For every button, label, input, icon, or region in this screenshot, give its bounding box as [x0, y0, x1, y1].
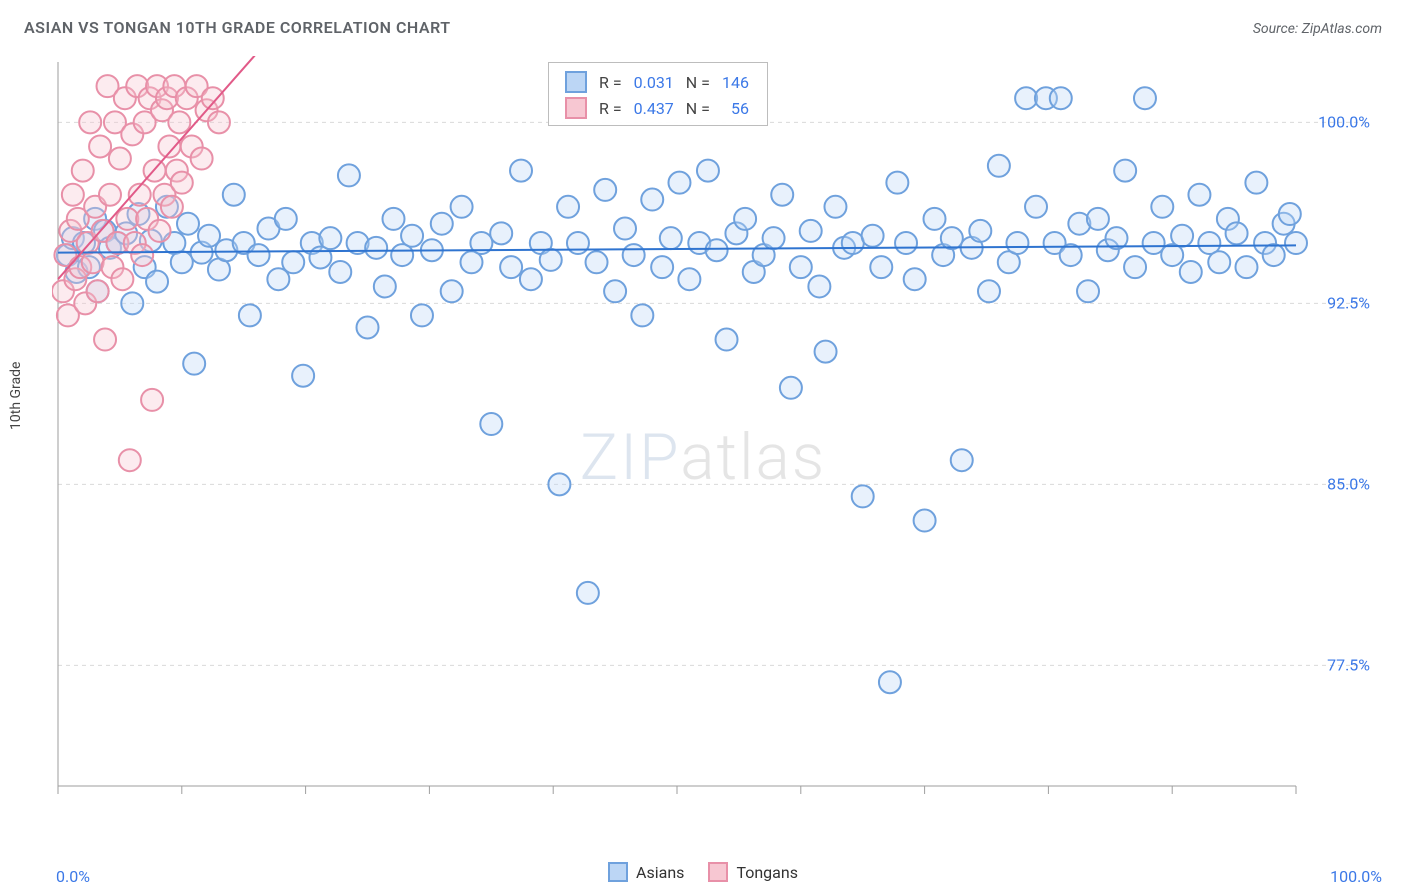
correlation-legend: R =0.031N =146R =0.437N =56	[548, 62, 768, 126]
legend-cell: 0.031	[628, 69, 680, 95]
svg-text:92.5%: 92.5%	[1327, 293, 1370, 312]
legend-swatch	[565, 71, 587, 93]
legend-cell: N =	[680, 69, 716, 95]
series-legend-item: Asians	[608, 862, 684, 882]
legend-swatch	[608, 862, 628, 882]
plot-area: 77.5% 85.0% 92.5% 100.0%	[52, 56, 1376, 826]
legend-swatch	[708, 862, 728, 882]
svg-text:85.0%: 85.0%	[1327, 474, 1370, 493]
x-axis-left-label: 0.0%	[56, 867, 90, 886]
legend-row: R =0.031N =146	[559, 69, 755, 95]
legend-cell: R =	[593, 95, 628, 121]
legend-row: R =0.437N =56	[559, 95, 755, 121]
scatter-plot-svg: 77.5% 85.0% 92.5% 100.0%	[52, 56, 1376, 826]
chart-container: ASIAN VS TONGAN 10TH GRADE CORRELATION C…	[0, 0, 1406, 892]
legend-cell	[559, 69, 593, 95]
legend-swatch	[565, 97, 587, 119]
legend-label: Asians	[636, 863, 684, 882]
series-legend: Asians Tongans	[0, 862, 1406, 886]
svg-text:77.5%: 77.5%	[1327, 655, 1370, 674]
legend-cell: 0.437	[628, 95, 680, 121]
header-row: ASIAN VS TONGAN 10TH GRADE CORRELATION C…	[24, 18, 1382, 37]
legend-cell: N =	[680, 95, 716, 121]
source-label: Source: ZipAtlas.com	[1253, 21, 1382, 37]
legend-label: Tongans	[736, 863, 798, 882]
x-axis-right-label: 100.0%	[1330, 867, 1382, 886]
y-axis-label: 10th Grade	[8, 362, 24, 430]
legend-cell: 146	[716, 69, 755, 95]
legend-cell	[559, 95, 593, 121]
legend-cell: R =	[593, 69, 628, 95]
series-legend-item: Tongans	[708, 862, 798, 882]
legend-cell: 56	[716, 95, 755, 121]
chart-title: ASIAN VS TONGAN 10TH GRADE CORRELATION C…	[24, 18, 451, 37]
svg-text:100.0%: 100.0%	[1318, 112, 1370, 131]
